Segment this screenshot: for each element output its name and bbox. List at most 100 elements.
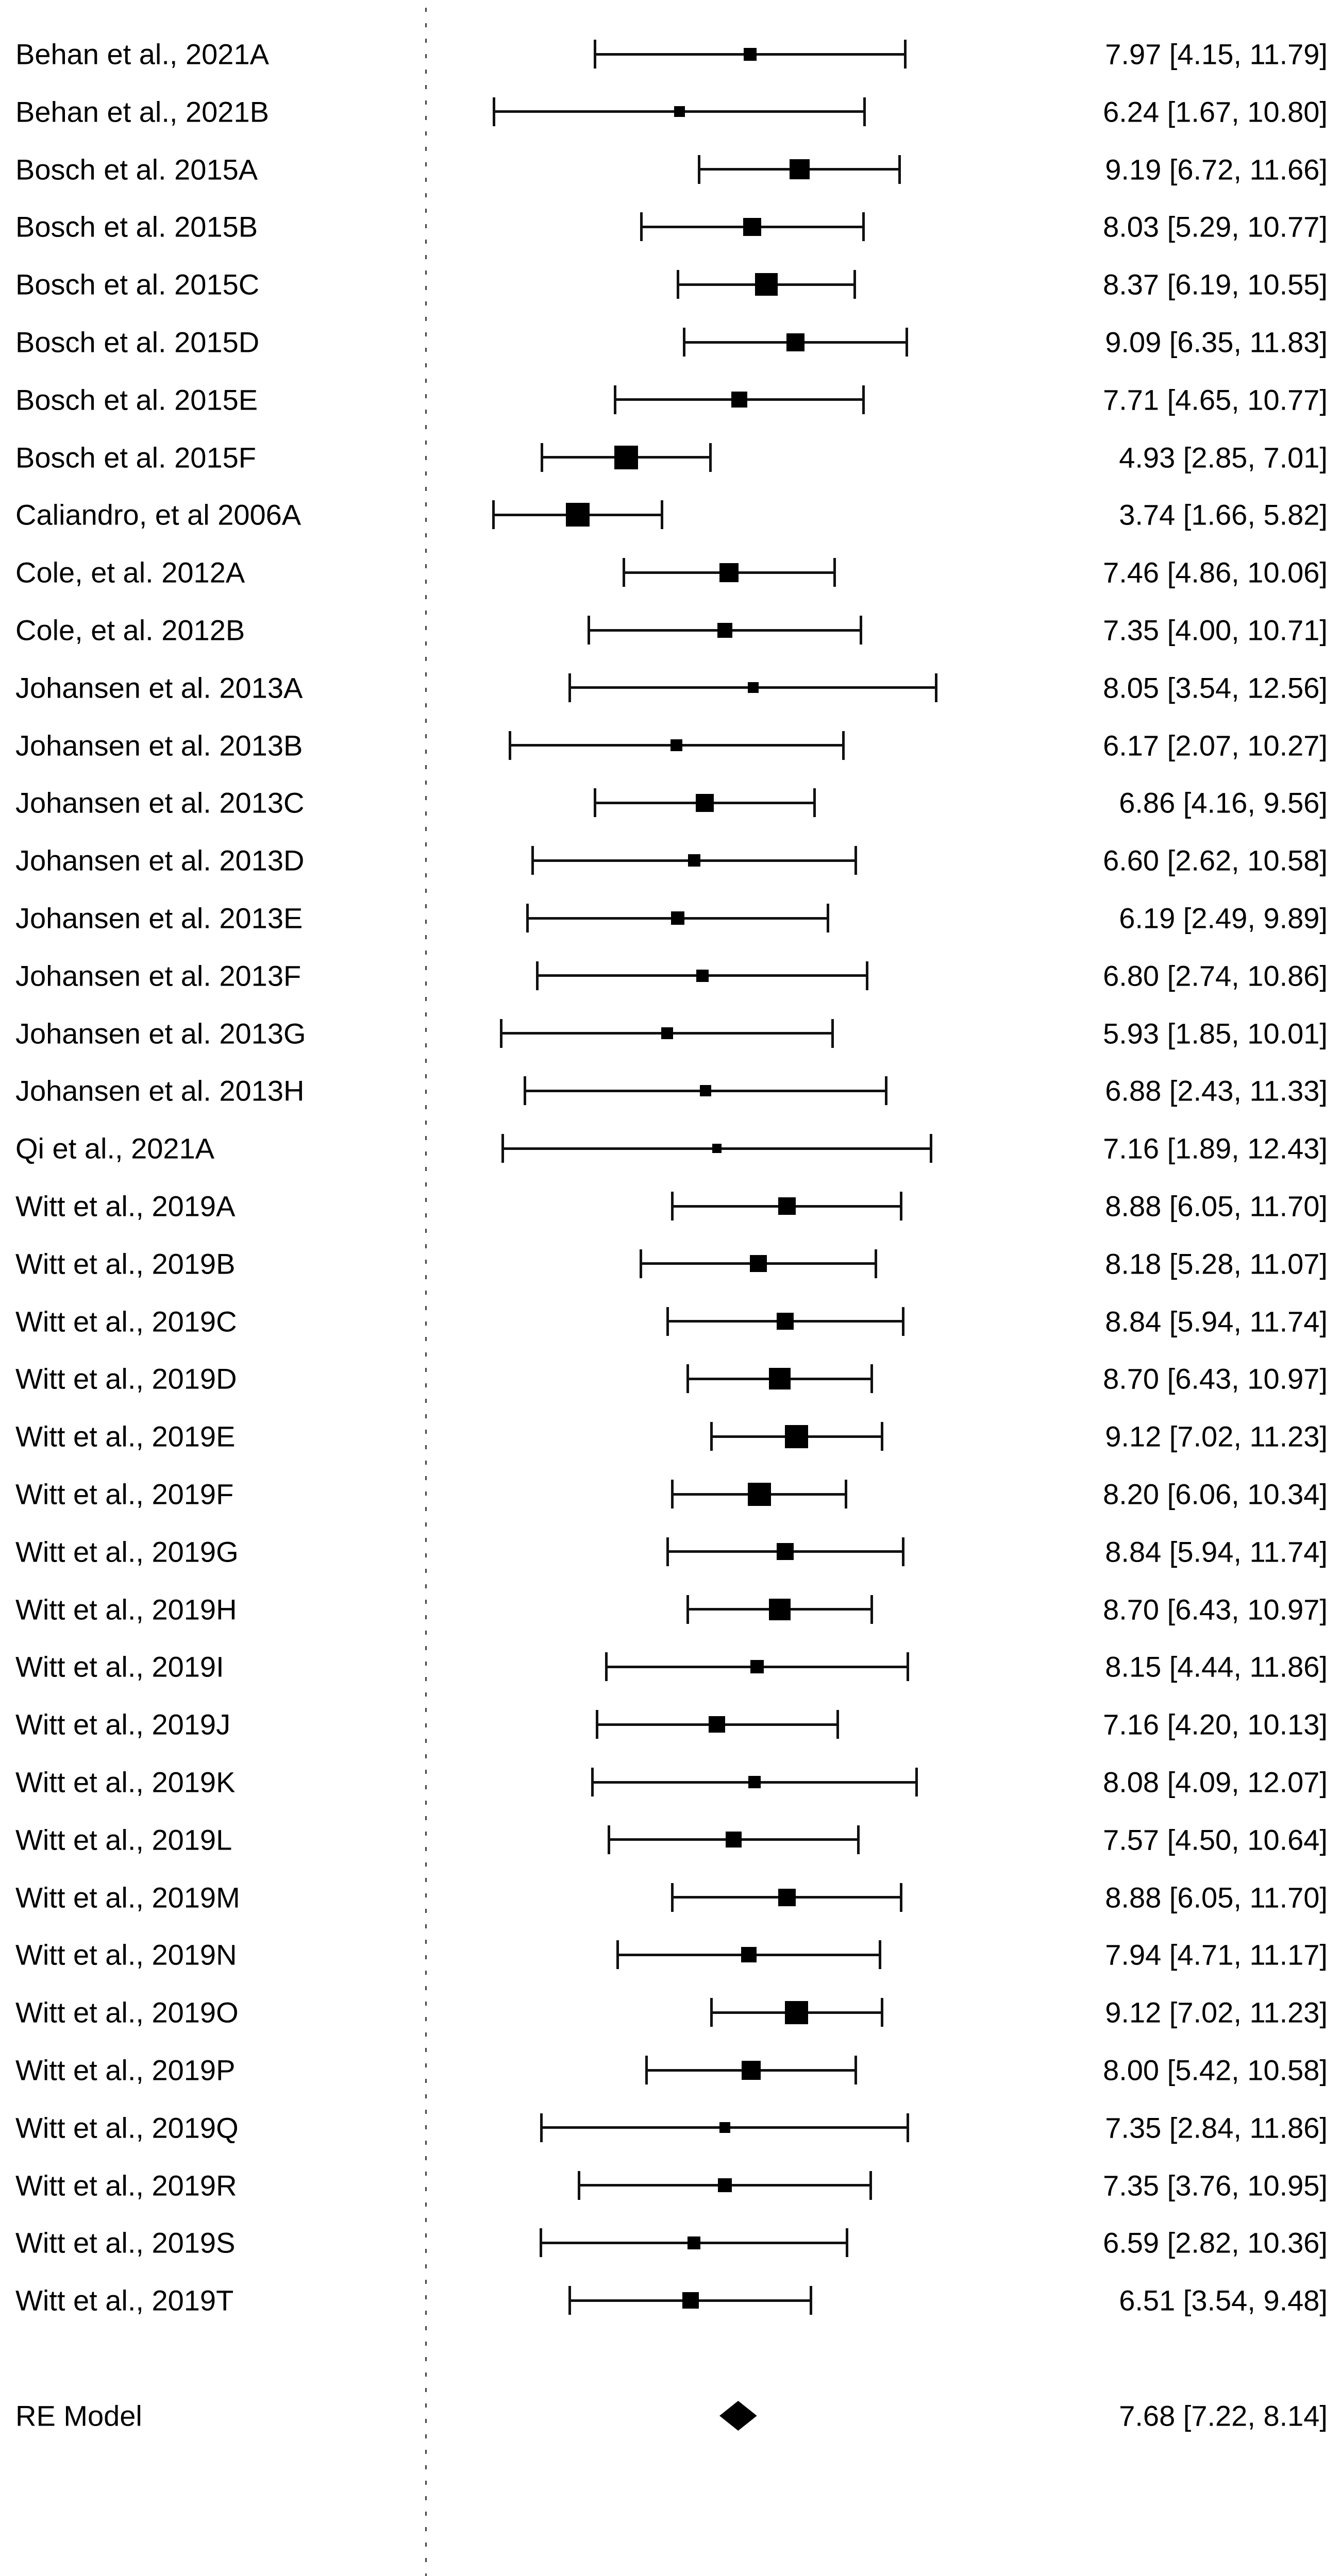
study-label: Qi et al., 2021A [15,1132,215,1165]
study-label: Johansen et al. 2013B [15,729,303,762]
effect-square [786,333,804,351]
ci-cap-left [540,443,543,472]
effect-value: 9.12 [7.02, 11.23] [1105,1420,1328,1453]
study-label: Johansen et al. 2013H [15,1074,305,1107]
study-label: Behan et al., 2021B [15,95,269,128]
effect-square [726,1832,742,1848]
ci-cap-right [831,1019,834,1048]
ci-cap-right [935,673,938,702]
ci-cap-left [676,270,679,299]
effect-value: 8.70 [6.43, 10.97] [1103,1593,1328,1626]
ci-cap-right [853,270,856,299]
effect-square [671,911,684,925]
effect-square [741,1947,757,1963]
ci-cap-right [869,2171,873,2200]
effect-value: 6.88 [2.43, 11.33] [1105,1074,1328,1107]
effect-value: 8.08 [4.09, 12.07] [1103,1766,1328,1799]
effect-square [747,682,759,693]
effect-value: 8.05 [3.54, 12.56] [1103,671,1328,704]
ci-cap-left [683,328,686,357]
ci-cap-left [640,212,643,242]
study-label: Behan et al., 2021A [15,38,269,71]
effect-square [747,1482,771,1506]
study-label: Bosch et al. 2015A [15,153,258,186]
effect-value: 7.16 [4.20, 10.13] [1103,1708,1328,1741]
study-label: Johansen et al. 2013A [15,671,303,704]
ci-cap-right [810,2286,813,2315]
study-label: Witt et al., 2019K [15,1766,236,1799]
effect-square [719,2122,730,2133]
ci-cap-left [666,1307,669,1336]
study-label: Witt et al., 2019F [15,1478,234,1511]
ci-cap-left [492,500,495,530]
effect-value: 7.35 [2.84, 11.86] [1105,2111,1328,2144]
study-label: Johansen et al. 2013G [15,1017,306,1050]
ci-cap-right [857,1825,860,1854]
study-label: Witt et al., 2019B [15,1247,236,1280]
ci-cap-right [845,1480,848,1509]
ci-cap-left [593,40,596,69]
ci-cap-right [854,2056,858,2084]
effect-square [755,273,778,296]
ci-cap-right [881,1998,884,2027]
effect-square [768,1368,791,1390]
effect-value: 6.17 [2.07, 10.27] [1103,729,1328,762]
effect-value: 6.51 [3.54, 9.48] [1119,2284,1328,2317]
study-label: Bosch et al. 2015C [15,268,260,301]
study-label: Witt et al., 2019R [15,2169,237,2202]
effect-value: 6.86 [4.16, 9.56] [1119,786,1328,819]
ci-cap-left [577,2171,580,2200]
ci-cap-right [842,731,845,760]
summary-diamond [719,2400,757,2431]
ci-cap-right [901,1307,904,1336]
ci-cap-left [645,2056,648,2084]
effect-square [661,1027,673,1040]
effect-square [777,1313,794,1330]
study-label: Witt et al., 2019L [15,1823,232,1856]
ci-cap-left [698,155,701,184]
ci-cap-right [881,1422,884,1451]
ci-cap-right [863,97,866,126]
effect-square [750,1255,767,1273]
effect-square [717,2178,732,2193]
ci-cap-right [898,155,901,184]
ci-cap-left [686,1364,689,1394]
ci-cap-left [540,2113,543,2142]
ci-cap-left [616,1940,619,1970]
study-label: Caliandro, et al 2006A [15,498,301,531]
ci-cap-right [836,1710,839,1739]
effect-square [614,445,639,469]
effect-square [748,1776,761,1788]
effect-square [674,106,685,117]
ci-cap-right [901,1537,904,1566]
effect-value: 3.74 [1.66, 5.82] [1119,498,1328,531]
ci-cap-right [709,443,712,472]
ci-cap-left [666,1537,669,1566]
study-label: Witt et al., 2019A [15,1190,236,1223]
study-label: Witt et al., 2019H [15,1593,237,1626]
ci-cap-right [907,2113,910,2142]
effect-square [741,2060,761,2080]
study-label: Johansen et al. 2013D [15,844,305,877]
ci-cap-left [492,97,495,126]
effect-value: 9.12 [7.02, 11.23] [1105,1996,1328,2029]
study-label: Cole, et al. 2012A [15,556,245,589]
effect-value: 7.97 [4.15, 11.79] [1105,38,1328,71]
ci-cap-right [813,788,816,818]
study-label: Witt et al., 2019G [15,1535,239,1568]
effect-value: 7.71 [4.65, 10.77] [1103,383,1328,416]
ci-cap-left [531,846,534,875]
ci-cap-left [671,1883,674,1912]
effect-square [778,1888,796,1906]
ci-cap-left [622,558,625,587]
effect-square [671,739,683,752]
study-label: Witt et al., 2019O [15,1996,239,2029]
effect-value: 7.35 [3.76, 10.95] [1103,2169,1328,2202]
effect-value: 6.19 [2.49, 9.89] [1119,902,1328,935]
ci-cap-left [710,1998,713,2027]
ci-cap-left [686,1595,689,1624]
effect-square [768,1598,791,1620]
ci-cap-right [907,1652,910,1682]
ci-cap-right [833,558,836,587]
